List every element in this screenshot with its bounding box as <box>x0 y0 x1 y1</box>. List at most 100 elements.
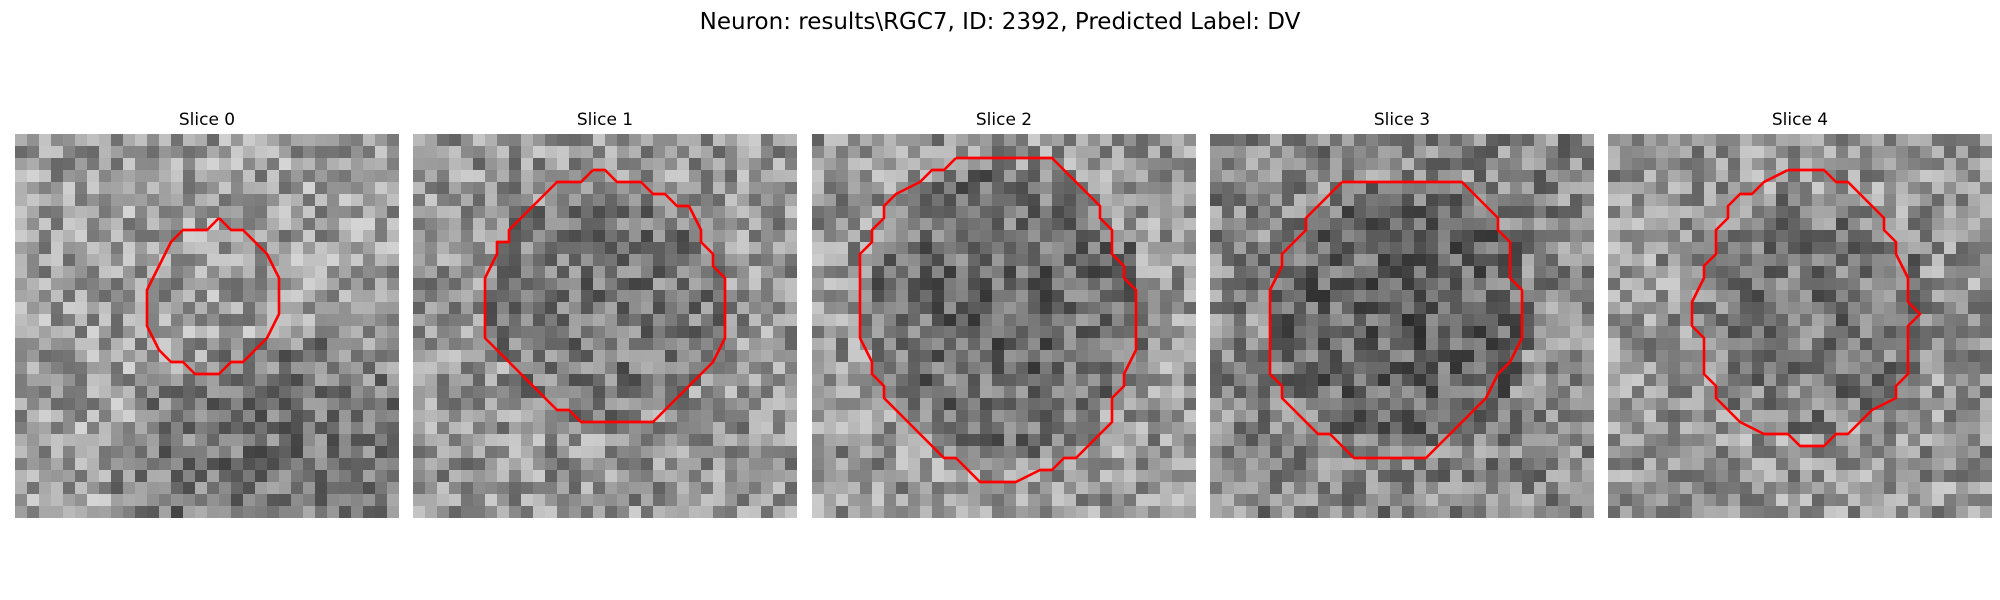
image-pixel <box>425 350 438 363</box>
image-pixel <box>1884 194 1897 207</box>
image-pixel <box>1944 254 1957 267</box>
image-pixel <box>1692 206 1705 219</box>
image-pixel <box>1570 230 1583 243</box>
image-pixel <box>629 362 642 375</box>
image-pixel <box>1222 422 1235 435</box>
image-pixel <box>1486 362 1499 375</box>
image-pixel <box>1980 338 1992 351</box>
image-pixel <box>1728 446 1741 459</box>
image-pixel <box>39 434 52 447</box>
image-pixel <box>1184 398 1196 411</box>
image-pixel <box>219 374 232 387</box>
image-pixel <box>1800 266 1813 279</box>
image-pixel <box>1306 134 1319 147</box>
image-pixel <box>231 302 244 315</box>
image-pixel <box>1462 374 1475 387</box>
image-pixel <box>1402 386 1415 399</box>
image-pixel <box>1546 230 1559 243</box>
image-pixel <box>1330 350 1343 363</box>
image-pixel <box>1390 350 1403 363</box>
image-pixel <box>1172 194 1185 207</box>
image-pixel <box>1474 362 1487 375</box>
image-pixel <box>1534 434 1547 447</box>
image-pixel <box>1028 146 1041 159</box>
image-pixel <box>135 410 148 423</box>
image-pixel <box>1354 326 1367 339</box>
image-pixel <box>1534 506 1547 518</box>
image-pixel <box>761 386 774 399</box>
image-pixel <box>1510 314 1523 327</box>
image-pixel <box>569 446 582 459</box>
image-pixel <box>75 278 88 291</box>
image-pixel <box>1680 458 1693 471</box>
image-pixel <box>1510 146 1523 159</box>
image-pixel <box>677 326 690 339</box>
image-pixel <box>15 482 28 495</box>
image-pixel <box>956 278 969 291</box>
image-pixel <box>773 446 786 459</box>
image-pixel <box>761 218 774 231</box>
image-pixel <box>39 446 52 459</box>
image-pixel <box>1522 434 1535 447</box>
image-pixel <box>1342 338 1355 351</box>
image-pixel <box>1318 338 1331 351</box>
image-pixel <box>824 422 837 435</box>
image-pixel <box>1884 362 1897 375</box>
image-pixel <box>1258 470 1271 483</box>
image-pixel <box>51 242 64 255</box>
image-pixel <box>1920 278 1933 291</box>
image-pixel <box>1800 206 1813 219</box>
image-pixel <box>219 434 232 447</box>
image-pixel <box>545 146 558 159</box>
image-pixel <box>1486 422 1499 435</box>
image-pixel <box>1450 458 1463 471</box>
image-pixel <box>351 146 364 159</box>
image-pixel <box>1582 338 1594 351</box>
image-pixel <box>1498 170 1511 183</box>
image-pixel <box>545 506 558 518</box>
image-pixel <box>533 470 546 483</box>
image-pixel <box>255 170 268 183</box>
image-pixel <box>1680 410 1693 423</box>
image-pixel <box>1534 194 1547 207</box>
image-pixel <box>1004 374 1017 387</box>
image-pixel <box>617 194 630 207</box>
image-pixel <box>1824 458 1837 471</box>
image-pixel <box>1462 278 1475 291</box>
image-pixel <box>545 494 558 507</box>
image-pixel <box>812 506 825 518</box>
image-pixel <box>1908 374 1921 387</box>
image-pixel <box>1860 134 1873 147</box>
image-pixel <box>860 230 873 243</box>
image-pixel <box>1872 302 1885 315</box>
image-pixel <box>1064 446 1077 459</box>
image-pixel <box>617 470 630 483</box>
image-pixel <box>1100 278 1113 291</box>
image-pixel <box>980 350 993 363</box>
image-pixel <box>39 194 52 207</box>
image-pixel <box>1944 290 1957 303</box>
image-pixel <box>413 302 426 315</box>
image-pixel <box>27 278 40 291</box>
image-pixel <box>425 134 438 147</box>
image-pixel <box>99 278 112 291</box>
segmentation-contour <box>145 217 281 376</box>
image-pixel <box>701 506 714 518</box>
image-pixel <box>1222 194 1235 207</box>
image-pixel <box>195 350 208 363</box>
image-pixel <box>339 350 352 363</box>
image-pixel <box>1258 326 1271 339</box>
image-pixel <box>1270 350 1283 363</box>
image-pixel <box>836 182 849 195</box>
image-pixel <box>1498 470 1511 483</box>
image-pixel <box>1064 482 1077 495</box>
image-pixel <box>1510 326 1523 339</box>
image-pixel <box>1860 434 1873 447</box>
image-pixel <box>1052 338 1065 351</box>
image-pixel <box>545 254 558 267</box>
image-pixel <box>665 314 678 327</box>
image-pixel <box>1704 350 1717 363</box>
image-pixel <box>1704 410 1717 423</box>
image-pixel <box>413 410 426 423</box>
image-pixel <box>413 326 426 339</box>
